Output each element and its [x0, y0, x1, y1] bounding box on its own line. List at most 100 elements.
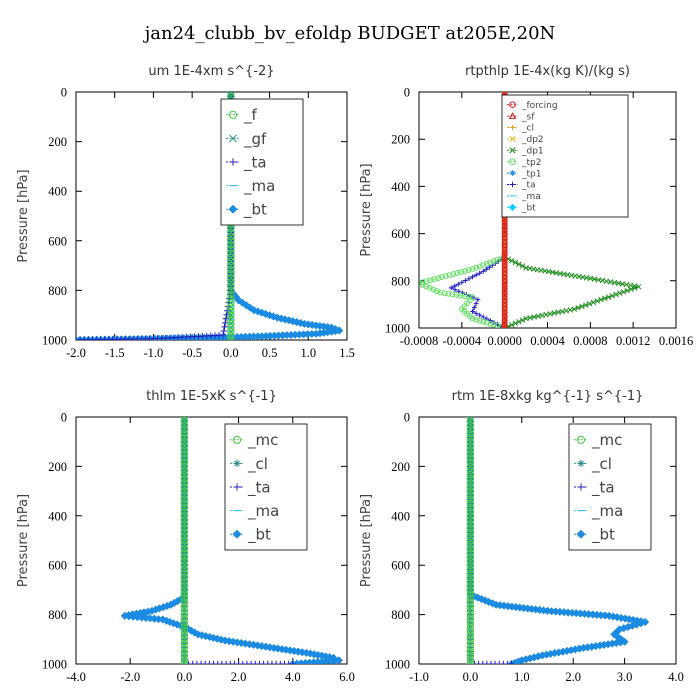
x-tick-label: 0.0012 [616, 334, 650, 348]
data-point [180, 516, 189, 524]
legend-entry: _ta [591, 478, 615, 497]
data-point [466, 553, 475, 561]
data-point [180, 487, 189, 495]
data-point [455, 281, 461, 287]
data-point [180, 602, 189, 611]
data-point [501, 301, 508, 308]
data-point [450, 271, 457, 277]
y-axis-label: Pressure [hPa] [16, 169, 31, 262]
data-point [617, 290, 623, 296]
data-point [227, 660, 234, 664]
data-point [467, 549, 474, 557]
data-point [467, 619, 474, 627]
data-point [539, 312, 545, 319]
data-point [180, 573, 189, 582]
data-point [466, 652, 475, 660]
series-ta [467, 417, 515, 664]
data-point [223, 311, 230, 318]
data-point [227, 241, 235, 249]
data-point [456, 288, 462, 294]
data-point [181, 623, 188, 631]
data-point [516, 261, 522, 268]
x-tick-label: 0.0 [223, 346, 239, 360]
data-point [227, 303, 235, 311]
data-point [466, 606, 475, 615]
data-point [180, 495, 189, 504]
chart-panel-2: rtpthlp 1E-4x(kg K)/(kg s) Pressure [hPa]… [359, 64, 693, 348]
data-point [475, 297, 481, 303]
data-point [466, 656, 475, 664]
y-tick-label: 0 [404, 86, 410, 100]
data-point [551, 310, 557, 316]
data-point [466, 639, 475, 648]
data-point [243, 660, 251, 664]
data-point [473, 301, 479, 307]
data-point [180, 540, 189, 549]
data-point [466, 598, 475, 606]
data-point [594, 298, 600, 304]
data-point [181, 479, 188, 487]
data-point [477, 312, 483, 318]
data-point [180, 512, 189, 520]
data-point [272, 660, 280, 664]
data-point [264, 660, 271, 664]
x-tick-label: 0.0008 [573, 334, 607, 348]
data-point [466, 635, 475, 643]
data-point [466, 565, 475, 574]
data-point [501, 254, 508, 261]
y-tick-label: 200 [391, 133, 410, 147]
data-point [466, 586, 475, 594]
legend-entry: _tp1 [521, 169, 541, 179]
data-point [181, 545, 188, 552]
data-point [227, 290, 235, 299]
legend-marker [509, 135, 516, 143]
data-point [206, 660, 213, 664]
data-point [180, 610, 189, 619]
data-point [445, 290, 452, 297]
data-point [466, 540, 475, 549]
data-point [466, 532, 475, 541]
data-point [501, 250, 508, 257]
data-point [467, 623, 474, 631]
data-point [575, 305, 581, 311]
legend-entry: _cl [591, 455, 612, 474]
data-point [181, 475, 188, 482]
data-point [466, 615, 475, 623]
x-tick-label: 1.5 [339, 346, 355, 360]
data-point [180, 577, 189, 586]
data-point [501, 246, 508, 253]
data-point [466, 602, 475, 611]
data-point [501, 258, 508, 265]
data-point [227, 323, 235, 332]
data-point [180, 528, 189, 536]
y-tick-label: 800 [48, 284, 67, 298]
data-point [466, 516, 475, 524]
data-point [459, 279, 465, 285]
data-point [467, 574, 474, 581]
data-point [180, 545, 189, 553]
data-point [197, 660, 205, 664]
data-point [466, 577, 475, 586]
x-tick-label: -2.0 [120, 670, 140, 684]
data-point [419, 280, 422, 287]
data-point [419, 281, 426, 288]
data-point [180, 627, 189, 635]
legend-entry: _mc [247, 431, 278, 450]
data-point [180, 425, 189, 434]
data-point [466, 524, 475, 532]
data-point [620, 289, 627, 295]
legend-marker [576, 529, 586, 539]
data-point [180, 483, 189, 491]
data-point [628, 286, 634, 293]
data-point [181, 574, 188, 581]
data-point [181, 520, 188, 528]
legend-marker [229, 158, 237, 166]
data-point [466, 462, 475, 471]
data-point [467, 590, 474, 598]
data-point [466, 507, 475, 516]
data-point [180, 479, 189, 487]
data-point [467, 479, 474, 487]
data-point [461, 293, 468, 300]
data-point [466, 528, 475, 536]
data-point [501, 266, 508, 272]
